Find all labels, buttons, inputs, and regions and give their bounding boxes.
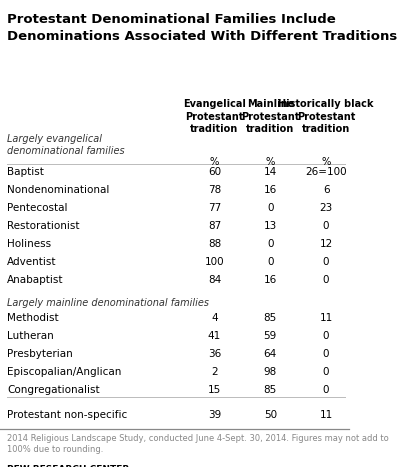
- Text: Largely evangelical
denominational families: Largely evangelical denominational famil…: [7, 134, 125, 156]
- Text: Lutheran: Lutheran: [7, 331, 54, 341]
- Text: 2014 Religious Landscape Study, conducted June 4-Sept. 30, 2014. Figures may not: 2014 Religious Landscape Study, conducte…: [7, 434, 389, 454]
- Text: 98: 98: [264, 368, 277, 377]
- Text: Nondenominational: Nondenominational: [7, 185, 109, 195]
- Text: 88: 88: [208, 239, 221, 249]
- Text: Restorationist: Restorationist: [7, 221, 79, 231]
- Text: 15: 15: [208, 385, 221, 396]
- Text: 0: 0: [323, 349, 329, 359]
- Text: 59: 59: [264, 331, 277, 341]
- Text: Methodist: Methodist: [7, 313, 59, 323]
- Text: 85: 85: [264, 313, 277, 323]
- Text: 16: 16: [264, 185, 277, 195]
- Text: PEW RESEARCH CENTER: PEW RESEARCH CENTER: [7, 465, 129, 467]
- Text: 36: 36: [208, 349, 221, 359]
- Text: 13: 13: [264, 221, 277, 231]
- Text: 12: 12: [320, 239, 333, 249]
- Text: 39: 39: [208, 410, 221, 420]
- Text: 0: 0: [323, 275, 329, 285]
- Text: 11: 11: [320, 410, 333, 420]
- Text: 0: 0: [323, 385, 329, 396]
- Text: Mainline
Protestant
tradition: Mainline Protestant tradition: [241, 99, 299, 134]
- Text: 26=100: 26=100: [305, 167, 347, 177]
- Text: Pentecostal: Pentecostal: [7, 203, 68, 213]
- Text: Presbyterian: Presbyterian: [7, 349, 73, 359]
- Text: 11: 11: [320, 313, 333, 323]
- Text: Episcopalian/Anglican: Episcopalian/Anglican: [7, 368, 121, 377]
- Text: 0: 0: [267, 239, 273, 249]
- Text: Holiness: Holiness: [7, 239, 51, 249]
- Text: Largely mainline denominational families: Largely mainline denominational families: [7, 298, 209, 308]
- Text: %: %: [265, 157, 275, 167]
- Text: 85: 85: [264, 385, 277, 396]
- Text: 100: 100: [205, 257, 224, 267]
- Text: 64: 64: [264, 349, 277, 359]
- Text: Anabaptist: Anabaptist: [7, 275, 63, 285]
- Text: 78: 78: [208, 185, 221, 195]
- Text: 87: 87: [208, 221, 221, 231]
- Text: Congregationalist: Congregationalist: [7, 385, 100, 396]
- Text: 77: 77: [208, 203, 221, 213]
- Text: Historically black
Protestant
tradition: Historically black Protestant tradition: [278, 99, 374, 134]
- Text: %: %: [321, 157, 331, 167]
- Text: 23: 23: [320, 203, 333, 213]
- Text: 2: 2: [211, 368, 218, 377]
- Text: 0: 0: [323, 368, 329, 377]
- Text: 41: 41: [208, 331, 221, 341]
- Text: 0: 0: [323, 257, 329, 267]
- Text: 0: 0: [323, 221, 329, 231]
- Text: 6: 6: [323, 185, 329, 195]
- Text: 60: 60: [208, 167, 221, 177]
- Text: 50: 50: [264, 410, 277, 420]
- Text: 14: 14: [264, 167, 277, 177]
- Text: 16: 16: [264, 275, 277, 285]
- Text: Evangelical
Protestant
tradition: Evangelical Protestant tradition: [183, 99, 246, 134]
- Text: Adventist: Adventist: [7, 257, 56, 267]
- Text: Protestant Denominational Families Include
Denominations Associated With Differe: Protestant Denominational Families Inclu…: [7, 13, 397, 42]
- Text: Protestant non-specific: Protestant non-specific: [7, 410, 127, 420]
- Text: 0: 0: [267, 257, 273, 267]
- Text: 84: 84: [208, 275, 221, 285]
- Text: 0: 0: [323, 331, 329, 341]
- Text: %: %: [210, 157, 219, 167]
- Text: 4: 4: [211, 313, 218, 323]
- Text: Baptist: Baptist: [7, 167, 44, 177]
- Text: 0: 0: [267, 203, 273, 213]
